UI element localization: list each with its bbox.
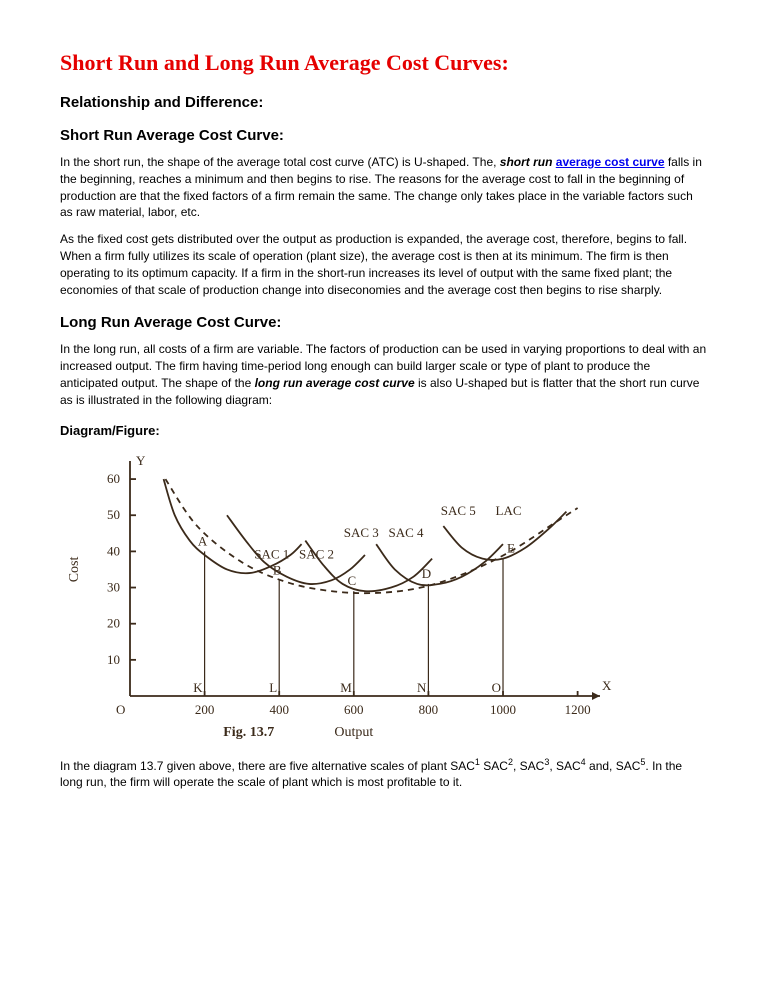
svg-text:SAC 4: SAC 4 — [389, 524, 425, 539]
svg-text:B: B — [273, 562, 282, 577]
section-sr-heading: Short Run Average Cost Curve: — [60, 127, 708, 144]
svg-text:200: 200 — [195, 702, 215, 717]
svg-text:SAC 2: SAC 2 — [299, 546, 334, 561]
svg-text:L: L — [269, 680, 277, 695]
page-title: Short Run and Long Run Average Cost Curv… — [60, 50, 708, 76]
sr-paragraph-1: In the short run, the shape of the avera… — [60, 154, 708, 221]
sr-paragraph-2: As the fixed cost gets distributed over … — [60, 231, 708, 298]
svg-text:60: 60 — [107, 471, 120, 486]
text: SAC — [480, 759, 508, 773]
svg-text:1200: 1200 — [565, 702, 591, 717]
closing-paragraph: In the diagram 13.7 given above, there a… — [60, 756, 708, 792]
svg-text:20: 20 — [107, 615, 120, 630]
svg-text:Output: Output — [334, 725, 373, 740]
text: , SAC — [549, 759, 580, 773]
svg-text:SAC 5: SAC 5 — [441, 503, 476, 518]
svg-text:O: O — [492, 680, 501, 695]
svg-text:10: 10 — [107, 651, 120, 666]
svg-text:600: 600 — [344, 702, 364, 717]
section-lr-heading: Long Run Average Cost Curve: — [60, 314, 708, 331]
svg-text:K: K — [193, 680, 203, 695]
text: long run average cost curve — [255, 376, 415, 390]
text: and, SAC — [586, 759, 641, 773]
svg-text:SAC 1: SAC 1 — [254, 546, 289, 561]
svg-text:Y: Y — [136, 453, 146, 468]
diagram-heading: Diagram/Figure: — [60, 423, 708, 438]
svg-text:LAC: LAC — [496, 503, 522, 518]
svg-text:40: 40 — [107, 543, 120, 558]
lr-paragraph-1: In the long run, all costs of a firm are… — [60, 341, 708, 408]
chart-svg: 10 20 30 40 50 60 200 400 600 800 1000 1200 O X Y Outpu… — [60, 446, 620, 746]
svg-text:C: C — [347, 573, 356, 588]
svg-text:O: O — [116, 702, 125, 717]
svg-text:400: 400 — [269, 702, 289, 717]
text: short run — [500, 155, 556, 169]
svg-text:A: A — [198, 533, 208, 548]
text: In the short run, the shape of the avera… — [60, 155, 500, 169]
svg-text:1000: 1000 — [490, 702, 516, 717]
svg-text:E: E — [507, 540, 515, 555]
svg-text:50: 50 — [107, 507, 120, 522]
cost-curve-diagram: 10 20 30 40 50 60 200 400 600 800 1000 1200 O X Y Outpu… — [60, 446, 708, 746]
svg-text:30: 30 — [107, 579, 120, 594]
text: In the diagram 13.7 given above, there a… — [60, 759, 475, 773]
subtitle: Relationship and Difference: — [60, 94, 708, 111]
svg-text:Cost: Cost — [67, 556, 82, 582]
text: , SAC — [513, 759, 544, 773]
svg-text:X: X — [602, 678, 612, 693]
svg-text:800: 800 — [419, 702, 439, 717]
svg-text:N: N — [417, 680, 427, 695]
svg-text:SAC 3: SAC 3 — [344, 524, 379, 539]
cost-curve-link[interactable]: average cost curve — [556, 155, 665, 169]
svg-text:M: M — [340, 680, 352, 695]
svg-text:Fig. 13.7: Fig. 13.7 — [223, 725, 274, 740]
svg-text:D: D — [422, 565, 431, 580]
